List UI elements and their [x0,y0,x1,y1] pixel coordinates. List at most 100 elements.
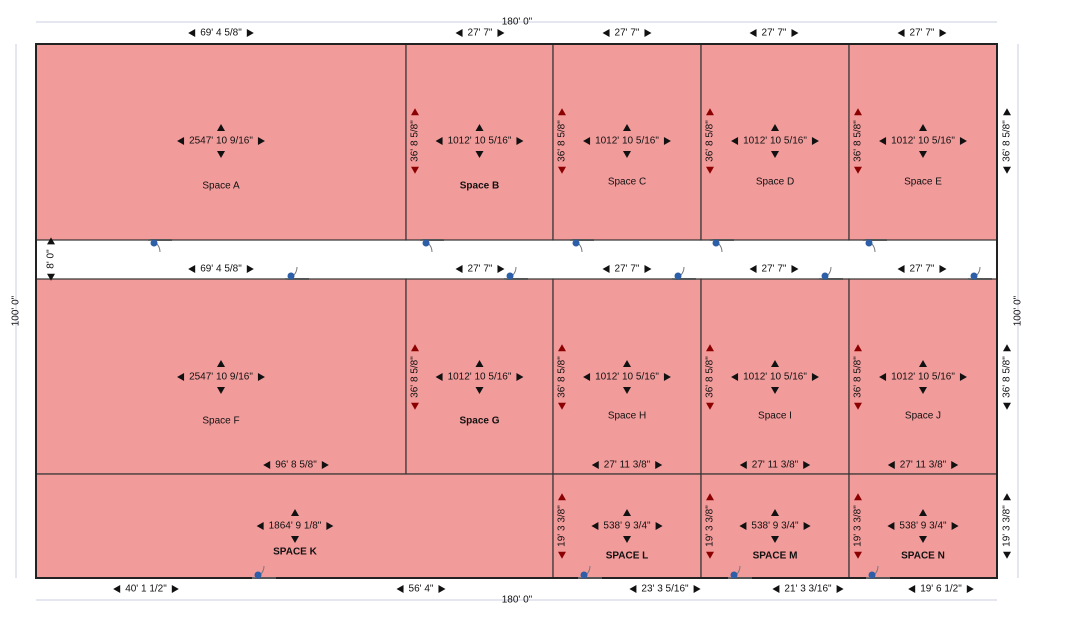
dimension-label: 27' 7" [910,28,935,39]
arrow [854,344,862,352]
arrow [623,124,631,131]
arrow [951,461,959,469]
dimension-label: 36' 8 5/8" [853,356,864,398]
dimension-label: 19' 3 3/8" [853,505,864,547]
arrow [188,265,196,273]
dimension-label: 27' 7" [468,28,493,39]
area-label: 1012' 10 5/16" [595,372,659,383]
dimension-label: 36' 8 5/8" [1002,120,1013,162]
area-label: 1012' 10 5/16" [891,372,955,383]
arrow [791,265,799,273]
arrow [693,585,701,593]
space [848,473,998,579]
arrow [771,536,779,543]
space [35,278,407,475]
arrow [803,522,811,530]
arrow [217,124,225,131]
arrow [772,585,780,593]
arrow [558,166,566,174]
space-name: Space E [904,177,942,188]
arrow [435,137,443,145]
arrow [591,461,599,469]
arrow [879,137,887,145]
dimension-label: 27' 11 3/8" [900,460,947,471]
overall-dimension: 100' 0" [11,295,22,326]
dimension-label: 36' 8 5/8" [557,356,568,398]
arrow [836,585,844,593]
arrow [257,137,265,145]
space [405,43,554,241]
dimension-label: 19' 3 3/8" [1002,505,1013,547]
arrow [583,373,591,381]
arrow [749,29,757,37]
arrow [291,536,299,543]
arrow [177,373,185,381]
dimension-label: 69' 4 5/8" [200,28,242,39]
arrow [731,137,739,145]
arrow [791,29,799,37]
arrow [749,265,757,273]
arrow [739,522,747,530]
arrow [516,373,524,381]
arrow [47,237,55,245]
space [700,473,850,579]
dimension-label: 36' 8 5/8" [410,120,421,162]
arrow [257,373,265,381]
area-label: 1012' 10 5/16" [743,372,807,383]
arrow [623,387,631,394]
area-label: 1012' 10 5/16" [595,136,659,147]
arrow [731,373,739,381]
arrow [854,166,862,174]
arrow [188,29,196,37]
arrow [939,265,947,273]
arrow [706,166,714,174]
door-icon [150,239,158,247]
arrow [879,373,887,381]
arrow [475,151,484,158]
area-label: 1864' 9 1/8" [269,521,322,532]
arrow [739,461,747,469]
arrow [1003,493,1011,501]
space-name: Space A [202,181,240,192]
overall-dimension: 100' 0" [1013,295,1024,326]
arrow [558,344,566,352]
dimension-label: 8' 0" [46,249,57,269]
dimension-label: 56' 4" [409,584,434,595]
dimension-label: 27' 7" [615,28,640,39]
space [700,278,850,475]
arrow [897,29,905,37]
dimension-label: 27' 11 3/8" [752,460,799,471]
space [35,473,554,579]
area-label: 1012' 10 5/16" [448,372,512,383]
dimension-label: 23' 3 5/16" [641,584,689,595]
dimension-label: 96' 8 5/8" [275,460,317,471]
arrow [966,585,974,593]
dimension-label: 40' 1 1/2" [125,584,167,595]
dimension-label: 19' 3 3/8" [557,505,568,547]
arrow [475,387,484,394]
arrow [854,493,862,501]
arrow [919,387,927,394]
dimension-label: 27' 7" [468,264,493,275]
arrow [655,522,663,530]
arrow [811,137,819,145]
door-icon [422,239,430,247]
arrow [497,29,505,37]
space-name: Space I [758,411,792,422]
space [405,278,554,475]
dimension-label: 27' 11 3/8" [604,460,651,471]
arrow [246,29,254,37]
arrow [854,551,862,559]
arrow [629,585,637,593]
space-name: Space G [459,416,499,427]
arrow [411,344,419,352]
arrow [438,585,446,593]
arrow [706,402,714,410]
arrow [497,265,505,273]
arrow [435,373,443,381]
dimension-label: 36' 8 5/8" [705,356,716,398]
arrow [217,387,225,394]
arrow [516,137,524,145]
area-label: 1012' 10 5/16" [891,136,955,147]
